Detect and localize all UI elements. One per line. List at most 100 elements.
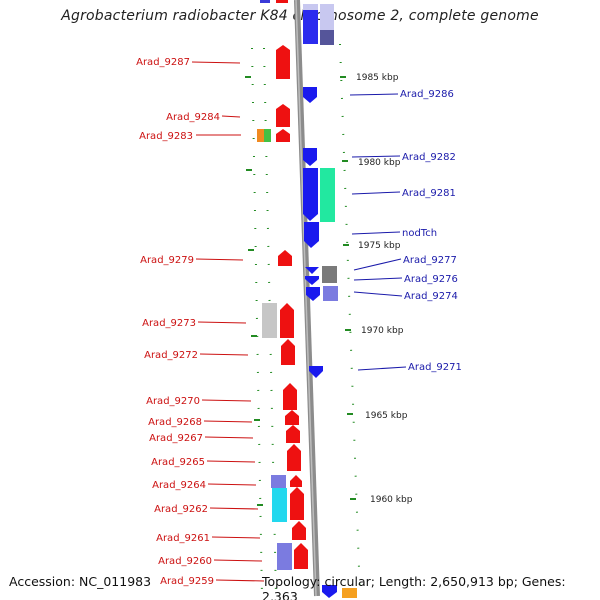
gene-label-right: nodTch xyxy=(402,228,437,239)
gene-arrow-arad-9276 xyxy=(305,276,319,285)
gene-arrow-arad-9261 xyxy=(292,521,306,540)
gene-arrow-arad-9273 xyxy=(280,303,294,338)
gene-label-left: Arad_9283 xyxy=(139,131,193,142)
gene-label-left: Arad_9270 xyxy=(146,396,200,407)
gene-label-left: Arad_9259 xyxy=(160,576,214,587)
gene-feature-arad-9273 xyxy=(262,303,277,338)
gene-feature-arad-9283 xyxy=(257,129,264,142)
gene-arrow-arad-9282 xyxy=(303,148,317,166)
leader-line xyxy=(209,507,259,510)
gene-label-left: Arad_9262 xyxy=(154,504,208,515)
gene-label-left: Arad_9261 xyxy=(156,533,210,544)
gene-feature-arad-9283 xyxy=(264,129,271,142)
gene-arrow-arad-9265 xyxy=(287,444,301,471)
gene-feature-arad-9260 xyxy=(277,543,292,570)
gene-arrow xyxy=(276,129,290,142)
gene-feature-arad-9262 xyxy=(272,488,287,522)
leader-line xyxy=(351,155,401,158)
gene-arrow-arad-9262 xyxy=(290,487,304,520)
gene-label-left: Arad_9267 xyxy=(149,433,203,444)
gene-label-left: Arad_9287 xyxy=(136,57,190,68)
leader-line xyxy=(353,258,402,271)
gene-label-left: Arad_9279 xyxy=(140,255,194,266)
gene-label-right: Arad_9277 xyxy=(403,255,457,266)
right-track-tick-line xyxy=(339,43,361,597)
leader-line xyxy=(197,321,247,324)
gene-label-right: Arad_9286 xyxy=(400,89,454,100)
scale-label: 1980 kbp xyxy=(358,158,401,168)
leader-line xyxy=(206,460,256,463)
leader-line xyxy=(353,277,403,281)
gene-arrow-arad-9270 xyxy=(283,383,297,410)
genome-backbone-highlight xyxy=(295,0,317,597)
leader-line xyxy=(349,93,399,96)
leader-line xyxy=(221,115,241,118)
accession-text: Accession: NC_011983 xyxy=(9,574,152,589)
gene-arrow-arad-9271 xyxy=(309,366,323,378)
reverse-strand-genes xyxy=(303,4,357,598)
scale-label: 1970 kbp xyxy=(361,326,404,336)
scale-label: 1985 kbp xyxy=(356,73,399,83)
leader-line xyxy=(204,436,254,439)
gene-feature-arad-9264 xyxy=(271,475,286,488)
gene-label-right: Arad_9271 xyxy=(408,362,462,373)
gene-label-left: Arad_9265 xyxy=(151,457,205,468)
leader-line xyxy=(201,399,252,402)
genome-summary-text: Topology: circular; Length: 2,650,913 bp… xyxy=(262,574,566,600)
gene-arrow-nodtch xyxy=(304,222,319,248)
gene-arrow-arad-9274 xyxy=(306,287,320,301)
scale-label: 1975 kbp xyxy=(358,241,401,251)
gene-label-right: Arad_9274 xyxy=(404,291,458,302)
genome-backbone xyxy=(294,0,320,597)
forward-strand-genes xyxy=(257,0,308,570)
leader-line xyxy=(351,191,401,195)
gene-feature xyxy=(342,588,357,598)
gene-feature xyxy=(303,10,318,44)
gene-label-left: Arad_9264 xyxy=(152,480,206,491)
leader-line xyxy=(207,483,257,486)
gene-feature-arad-9274 xyxy=(323,286,338,301)
gene-label-left: Arad_9284 xyxy=(166,112,220,123)
gene-label-right: Arad_9281 xyxy=(402,188,456,199)
scale-label: 1965 kbp xyxy=(365,411,408,421)
gene-feature xyxy=(320,30,334,45)
gene-arrow-arad-9268 xyxy=(285,410,299,425)
gene-label-left: Arad_9268 xyxy=(148,417,202,428)
gene-feature-arad-9276 xyxy=(322,266,337,283)
gene-label-left: Arad_9273 xyxy=(142,318,196,329)
leader-line xyxy=(215,579,265,582)
gene-arrow-arad-9284 xyxy=(276,104,290,127)
major-ticks xyxy=(245,76,356,506)
right-label-leaders xyxy=(349,93,407,371)
gene-arrow-arad-9287 xyxy=(276,45,290,79)
scale-label: 1960 kbp xyxy=(370,495,413,505)
leader-line xyxy=(203,420,253,423)
gene-feature xyxy=(276,0,288,3)
leader-line xyxy=(195,258,244,261)
leader-line xyxy=(213,559,263,562)
leader-line xyxy=(357,366,407,371)
leader-line xyxy=(351,231,401,235)
gene-label-left: Arad_9272 xyxy=(144,350,198,361)
gene-arrow-arad-9286 xyxy=(303,87,317,103)
gene-arrow-arad-9279 xyxy=(278,250,292,266)
leader-line xyxy=(353,291,403,297)
gene-arrow xyxy=(322,585,337,598)
gene-arrow-arad-9260 xyxy=(294,543,308,569)
gene-label-right: Arad_9276 xyxy=(404,274,458,285)
leader-line xyxy=(191,61,241,64)
gene-label-right: Arad_9282 xyxy=(402,152,456,163)
gene-feature xyxy=(260,0,270,3)
gene-arrow-arad-9277 xyxy=(305,267,319,274)
gene-feature-arad-9281 xyxy=(320,168,335,222)
gene-arrow-arad-9281 xyxy=(303,168,318,221)
leader-line xyxy=(211,536,261,539)
gene-label-left: Arad_9260 xyxy=(158,556,212,567)
leader-line xyxy=(199,353,249,356)
left-label-leaders xyxy=(191,61,265,582)
gene-arrow-arad-9264 xyxy=(290,475,302,487)
gene-arrow-arad-9272 xyxy=(281,339,295,365)
gene-arrow-arad-9267 xyxy=(286,425,300,443)
